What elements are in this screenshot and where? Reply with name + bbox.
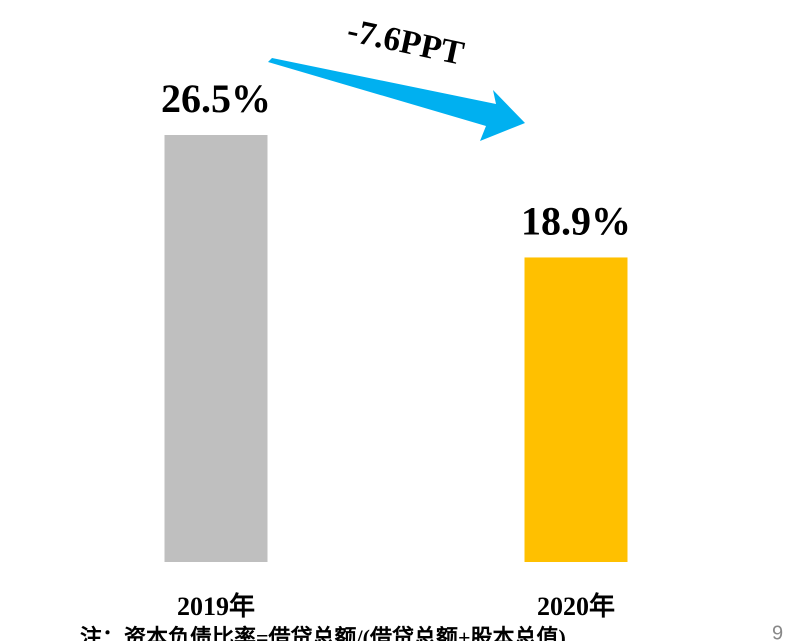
annotation: -7.6PPT: [344, 12, 467, 73]
value-label: 18.9%: [521, 199, 631, 244]
bar: [524, 257, 628, 562]
x-tick-label: 2019年: [177, 591, 255, 621]
page-number: 9: [772, 622, 783, 641]
value-label: 26.5%: [161, 76, 271, 121]
trend-arrow: [268, 58, 525, 141]
x-tick-label: 2020年: [537, 591, 615, 621]
footnote: 注：资本负债比率=借贷总额/(借贷总额+股本总值): [80, 625, 566, 641]
bar: [164, 135, 268, 562]
